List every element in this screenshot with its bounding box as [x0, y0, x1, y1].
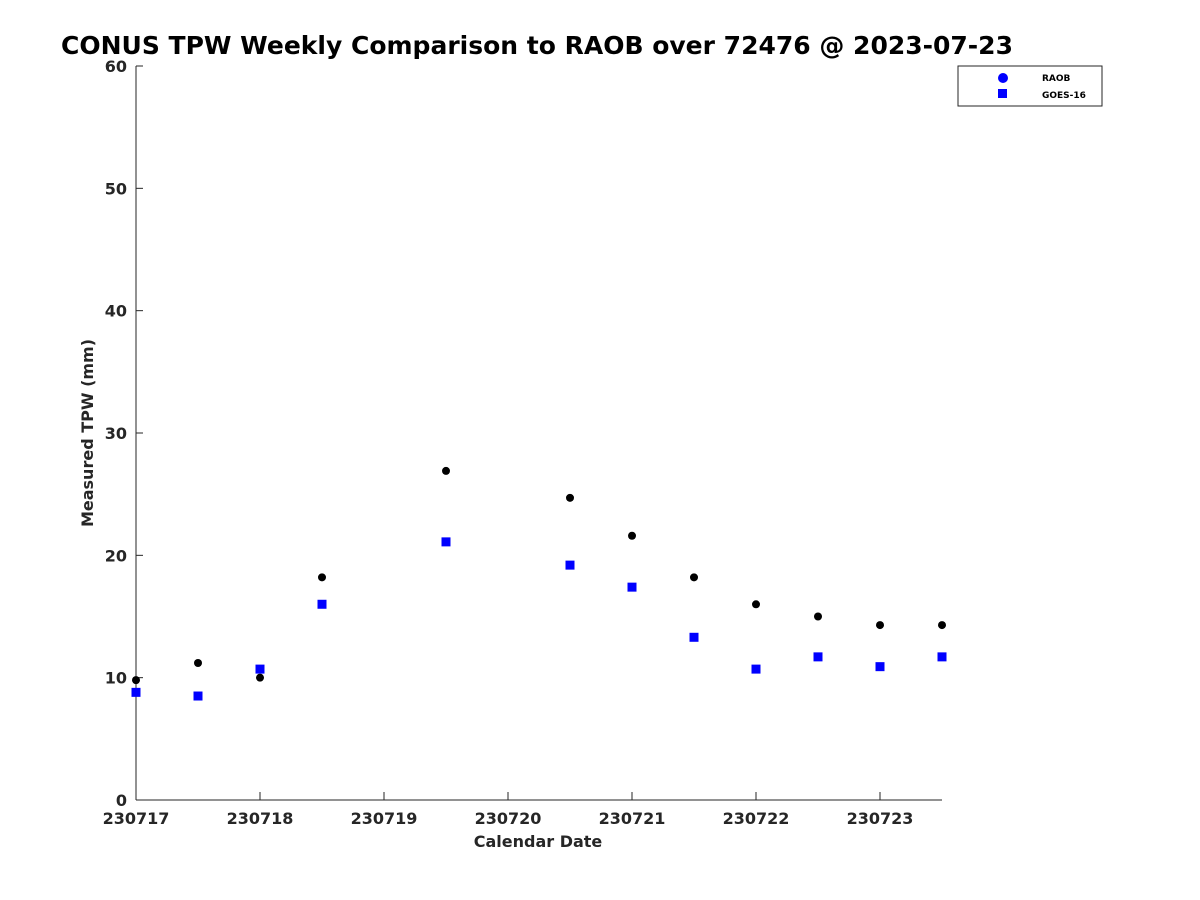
goes16-point — [317, 599, 327, 609]
chart-title: CONUS TPW Weekly Comparison to RAOB over… — [61, 31, 1013, 60]
goes16-point — [131, 687, 141, 697]
y-tick-label: 10 — [105, 669, 127, 688]
x-axis-label: Calendar Date — [474, 832, 603, 851]
y-tick-label: 60 — [105, 57, 127, 76]
y-axis-label: Measured TPW (mm) — [78, 339, 97, 527]
goes16-point — [627, 582, 637, 592]
raob-point — [566, 493, 574, 502]
legend: RAOB GOES-16 — [957, 65, 1103, 107]
raob-point — [132, 676, 140, 685]
raob-point — [194, 658, 202, 667]
raob-point — [318, 573, 326, 582]
raob-point — [256, 673, 264, 682]
legend-goes16-marker — [998, 89, 1007, 98]
y-tick-label: 20 — [105, 546, 127, 565]
x-tick-label: 230720 — [475, 809, 542, 828]
legend-goes16-label: GOES-16 — [1042, 91, 1086, 101]
raob-point — [938, 621, 946, 630]
goes16-point — [689, 632, 699, 642]
goes16-point — [813, 652, 823, 662]
x-ticks: 230717 230718 230719 230720 230721 230722 2307… — [103, 792, 914, 828]
goes16-point — [255, 664, 265, 674]
x-tick-label: 230718 — [227, 809, 294, 828]
raob-point — [814, 612, 822, 621]
raob-point — [690, 573, 698, 582]
raob-point — [876, 621, 884, 630]
y-tick-label: 40 — [105, 302, 127, 321]
legend-raob-marker — [998, 73, 1008, 83]
goes16-point — [193, 691, 203, 701]
legend-raob-label: RAOB — [1042, 74, 1071, 84]
y-ticks: 0 10 20 30 40 50 60 — [105, 57, 143, 810]
x-tick-label: 230717 — [103, 809, 170, 828]
axes — [135, 66, 942, 801]
data-points — [131, 466, 947, 701]
goes16-point — [937, 652, 947, 662]
goes16-point — [875, 662, 885, 672]
y-tick-label: 0 — [116, 791, 127, 810]
x-tick-label: 230723 — [847, 809, 914, 828]
goes16-point — [441, 537, 451, 547]
raob-point — [442, 466, 450, 475]
y-tick-label: 30 — [105, 424, 127, 443]
goes16-point — [565, 560, 575, 570]
raob-point — [628, 531, 636, 540]
raob-point — [752, 600, 760, 609]
goes16-point — [751, 664, 761, 674]
legend-box — [957, 65, 1103, 107]
x-tick-label: 230721 — [599, 809, 666, 828]
y-tick-label: 50 — [105, 179, 127, 198]
x-tick-label: 230719 — [351, 809, 418, 828]
x-tick-label: 230722 — [723, 809, 790, 828]
